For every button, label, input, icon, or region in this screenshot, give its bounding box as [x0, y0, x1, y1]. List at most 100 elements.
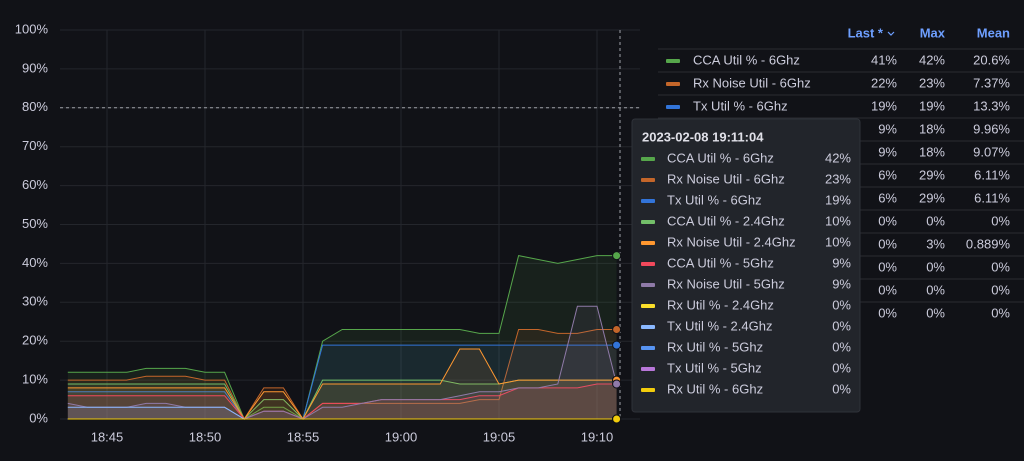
column-header[interactable]: Last * — [848, 25, 884, 40]
legend-last: 6% — [878, 190, 897, 205]
column-header[interactable]: Mean — [977, 25, 1010, 40]
legend-max: 29% — [919, 190, 945, 205]
legend-max: 19% — [919, 98, 945, 113]
tooltip-value: 0% — [832, 318, 851, 333]
tooltip-value: 0% — [832, 381, 851, 396]
hover-point — [612, 325, 622, 335]
series-area — [67, 345, 617, 419]
legend-mean: 9.96% — [973, 121, 1010, 136]
tooltip-name: Rx Util % - 6Ghz — [667, 381, 763, 396]
legend-swatch — [666, 105, 680, 109]
tooltip-value: 0% — [832, 297, 851, 312]
y-tick-label: 100% — [15, 21, 49, 36]
tooltip-swatch — [641, 220, 655, 224]
tooltip-swatch — [641, 346, 655, 350]
tooltip-value: 42% — [825, 150, 851, 165]
tooltip-time: 2023-02-08 19:11:04 — [642, 129, 764, 144]
tooltip-value: 9% — [832, 255, 851, 270]
axes: 0% 10% 20% 30% 40% 50% 60% 70% 80% 90% 100% 18:45 18… — [15, 21, 614, 444]
tooltip-value: 10% — [825, 213, 851, 228]
legend-mean: 0.889% — [966, 236, 1011, 251]
legend-max: 0% — [926, 213, 945, 228]
tooltip-name: CCA Util % - 2.4Ghz — [667, 213, 785, 228]
legend-mean: 0% — [991, 305, 1010, 320]
tooltip-value: 23% — [825, 171, 851, 186]
legend-last: 0% — [878, 282, 897, 297]
legend-mean: 7.37% — [973, 75, 1010, 90]
x-tick-label: 19:00 — [385, 429, 418, 444]
y-tick-label: 0% — [29, 410, 48, 425]
tooltip-swatch — [641, 262, 655, 266]
tooltip-swatch — [641, 304, 655, 308]
legend-max: 23% — [919, 75, 945, 90]
x-tick-label: 19:05 — [483, 429, 516, 444]
legend-max: 0% — [926, 305, 945, 320]
tooltip-value: 19% — [825, 192, 851, 207]
legend-last: 0% — [878, 259, 897, 274]
legend-max: 0% — [926, 259, 945, 274]
tooltip-swatch — [641, 325, 655, 329]
legend-mean: 0% — [991, 282, 1010, 297]
legend-mean: 6.11% — [974, 167, 1010, 182]
tooltip-value: 9% — [832, 276, 851, 291]
hover-point — [612, 251, 622, 261]
tooltip-name: Rx Noise Util - 2.4Ghz — [667, 234, 796, 249]
series-area — [67, 255, 617, 419]
y-tick-label: 10% — [22, 372, 48, 387]
sort-icon — [887, 31, 895, 36]
legend-last: 0% — [878, 305, 897, 320]
legend-mean: 20.6% — [973, 52, 1010, 67]
legend-last: 0% — [878, 213, 897, 228]
legend-max: 18% — [919, 144, 945, 159]
x-tick-label: 18:45 — [91, 429, 124, 444]
y-tick-label: 30% — [22, 294, 48, 309]
tooltip-name: Rx Util % - 5Ghz — [667, 339, 763, 354]
y-tick-label: 90% — [22, 60, 48, 75]
series-area — [67, 384, 617, 419]
y-tick-label: 40% — [22, 255, 48, 270]
legend-max: 42% — [919, 52, 945, 67]
tooltip-swatch — [641, 199, 655, 203]
tooltip-name: Tx Util % - 6Ghz — [667, 192, 762, 207]
legend-mean: 9.07% — [973, 144, 1010, 159]
y-tick-label: 80% — [22, 99, 48, 114]
legend-name[interactable]: CCA Util % - 6Ghz — [693, 52, 800, 67]
series-area — [67, 407, 617, 419]
tooltip-name: Tx Util % - 5Ghz — [667, 360, 762, 375]
legend-name[interactable]: Tx Util % - 6Ghz — [693, 98, 788, 113]
y-tick-label: 60% — [22, 177, 48, 192]
series-line — [67, 344, 617, 420]
hover-point — [612, 414, 622, 424]
tooltip-value: 10% — [825, 234, 851, 249]
x-tick-label: 19:10 — [581, 429, 614, 444]
legend-mean: 13.3% — [973, 98, 1010, 113]
tooltip-name: Tx Util % - 2.4Ghz — [667, 318, 772, 333]
legend-mean: 0% — [991, 259, 1010, 274]
legend-last: 22% — [871, 75, 897, 90]
tooltip-swatch — [641, 241, 655, 245]
legend-max: 0% — [926, 282, 945, 297]
legend-name[interactable]: Rx Noise Util - 6Ghz — [693, 75, 811, 90]
tooltip-value: 0% — [832, 360, 851, 375]
legend-mean: 0% — [991, 213, 1010, 228]
legend-last: 9% — [878, 144, 897, 159]
tooltip-swatch — [641, 388, 655, 392]
legend-swatch — [666, 82, 680, 86]
legend-last: 41% — [871, 52, 897, 67]
hover-point — [612, 379, 622, 389]
tooltip-swatch — [641, 178, 655, 182]
tooltip-swatch — [641, 157, 655, 161]
legend-max: 3% — [926, 236, 945, 251]
y-tick-label: 70% — [22, 138, 48, 153]
grid — [60, 29, 640, 420]
series-area — [67, 329, 617, 419]
tooltip: 2023-02-08 19:11:04 CCA Util % - 6Ghz 42%… — [631, 118, 861, 413]
tooltip-box — [631, 118, 861, 413]
tooltip-name: CCA Util % - 6Ghz — [667, 150, 774, 165]
tooltip-name: Rx Util % - 2.4Ghz — [667, 297, 774, 312]
column-header[interactable]: Max — [920, 25, 946, 40]
legend-max: 18% — [919, 121, 945, 136]
y-tick-label: 20% — [22, 333, 48, 348]
tooltip-name: Rx Noise Util - 5Ghz — [667, 276, 785, 291]
